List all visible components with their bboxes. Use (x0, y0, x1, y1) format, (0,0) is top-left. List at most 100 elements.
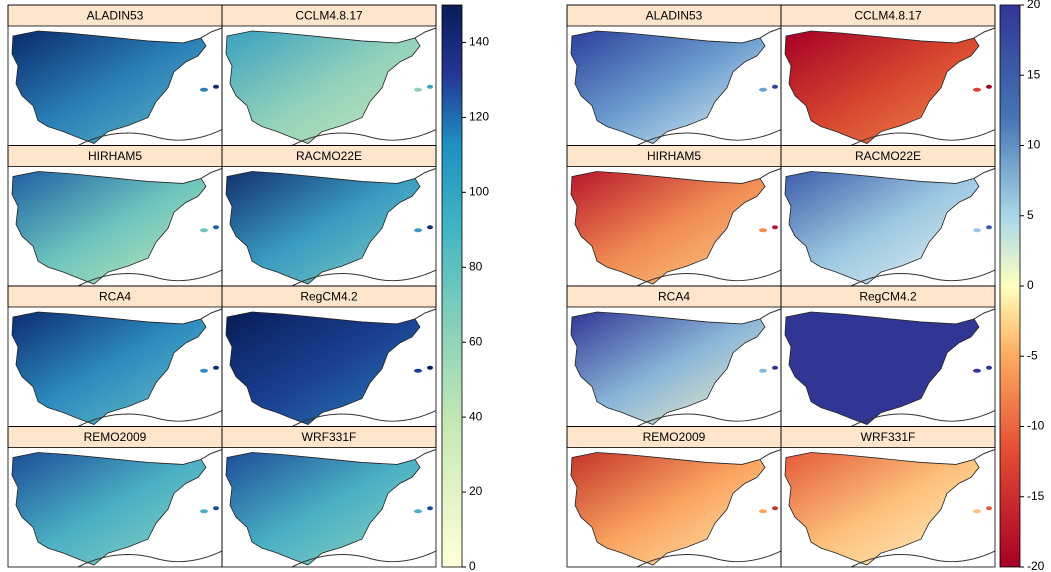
island (973, 88, 981, 92)
map-figure: ALADIN53 CCLM4.8.17 HIRHAM5 RACMO22E RCA4 Reg… (8, 5, 489, 572)
map-area (12, 449, 222, 567)
panel-title: RCA4 (658, 290, 690, 304)
island (427, 506, 433, 510)
land-field (12, 452, 206, 565)
land-field (226, 312, 420, 425)
panel-title: WRF331F (861, 430, 916, 444)
land-field (785, 171, 979, 284)
panel-title: RegCM4.2 (300, 290, 358, 304)
panel-title: HIRHAM5 (88, 149, 142, 163)
colorbar-tick-label: 5 (1027, 208, 1034, 222)
map-panel: RCA4 (8, 286, 222, 427)
map-panel: HIRHAM5 (8, 146, 222, 287)
island (986, 366, 992, 370)
map-area (571, 309, 781, 427)
island (200, 228, 208, 232)
island (427, 225, 433, 229)
map-panel: WRF331F (222, 427, 436, 568)
coastline (760, 28, 781, 38)
land-field (571, 31, 765, 144)
colorbar-tick-label: -5 (1027, 348, 1038, 362)
map-panel: ALADIN53 (567, 5, 781, 146)
colorbar-tick-label: 40 (469, 409, 483, 423)
map-area (571, 449, 781, 567)
map-area (226, 309, 436, 427)
land-field (226, 452, 420, 565)
coastline (760, 168, 781, 178)
map-area (12, 28, 222, 146)
coastline (974, 168, 995, 178)
panel-title: CCLM4.8.17 (295, 9, 363, 23)
island (772, 366, 778, 370)
map-area (571, 168, 781, 286)
panel-title: RACMO22E (296, 149, 362, 163)
land-field (12, 171, 206, 284)
island (759, 228, 767, 232)
land-field (571, 312, 765, 425)
colorbar (442, 5, 462, 567)
map-panel: RegCM4.2 (222, 286, 436, 427)
land-field (12, 31, 206, 144)
coastline (415, 449, 436, 459)
island (200, 369, 208, 373)
island (772, 506, 778, 510)
panel-title: HIRHAM5 (647, 149, 701, 163)
coastline (974, 309, 995, 319)
island (427, 366, 433, 370)
map-area (226, 168, 436, 286)
island (414, 509, 422, 513)
map-area (12, 168, 222, 286)
island (973, 509, 981, 513)
land-field (571, 452, 765, 565)
colorbar-tick-label: -10 (1027, 419, 1045, 433)
map-panel: REMO2009 (567, 427, 781, 568)
coastline (201, 309, 222, 319)
map-area (785, 28, 995, 146)
map-area (571, 28, 781, 146)
island (200, 88, 208, 92)
island (427, 85, 433, 89)
land-field (785, 31, 979, 144)
land-field (785, 312, 979, 425)
map-area (785, 168, 995, 286)
coastline (974, 449, 995, 459)
colorbar-tick-label: 10 (1027, 138, 1041, 152)
colorbar-tick-label: 120 (469, 110, 489, 124)
panel-title: CCLM4.8.17 (854, 9, 922, 23)
island (213, 366, 219, 370)
island (986, 85, 992, 89)
map-area (226, 449, 436, 567)
panel-title: REMO2009 (84, 430, 147, 444)
figure: ALADIN53 CCLM4.8.17 HIRHAM5 RACMO22E RCA4 Reg… (0, 0, 1051, 572)
map-area (226, 28, 436, 146)
panel-title: ALADIN53 (87, 9, 144, 23)
island (759, 369, 767, 373)
panel-title: RCA4 (99, 290, 131, 304)
coastline (415, 28, 436, 38)
land-field (12, 312, 206, 425)
island (213, 85, 219, 89)
map-area (785, 449, 995, 567)
coastline (974, 28, 995, 38)
colorbar-tick-label: 15 (1027, 67, 1041, 81)
panel-title: REMO2009 (643, 430, 706, 444)
map-panel: CCLM4.8.17 (222, 5, 436, 146)
map-figure: ALADIN53 CCLM4.8.17 HIRHAM5 RACMO22E RCA4 Reg… (567, 0, 1045, 572)
map-panel: RCA4 (567, 286, 781, 427)
coastline (201, 449, 222, 459)
panel-title: RACMO22E (855, 149, 921, 163)
island (414, 88, 422, 92)
colorbar-tick-label: 0 (469, 559, 476, 572)
colorbar-tick-label: -15 (1027, 489, 1045, 503)
panel-title: ALADIN53 (646, 9, 703, 23)
coastline (415, 309, 436, 319)
map-panel: CCLM4.8.17 (781, 5, 995, 146)
map-panel: HIRHAM5 (567, 146, 781, 287)
map-panel: RegCM4.2 (781, 286, 995, 427)
land-field (571, 171, 765, 284)
island (973, 369, 981, 373)
colorbar-tick-label: 60 (469, 334, 483, 348)
map-panel: REMO2009 (8, 427, 222, 568)
colorbar-tick-label: 140 (469, 35, 489, 49)
colorbar-tick-label: 100 (469, 185, 489, 199)
